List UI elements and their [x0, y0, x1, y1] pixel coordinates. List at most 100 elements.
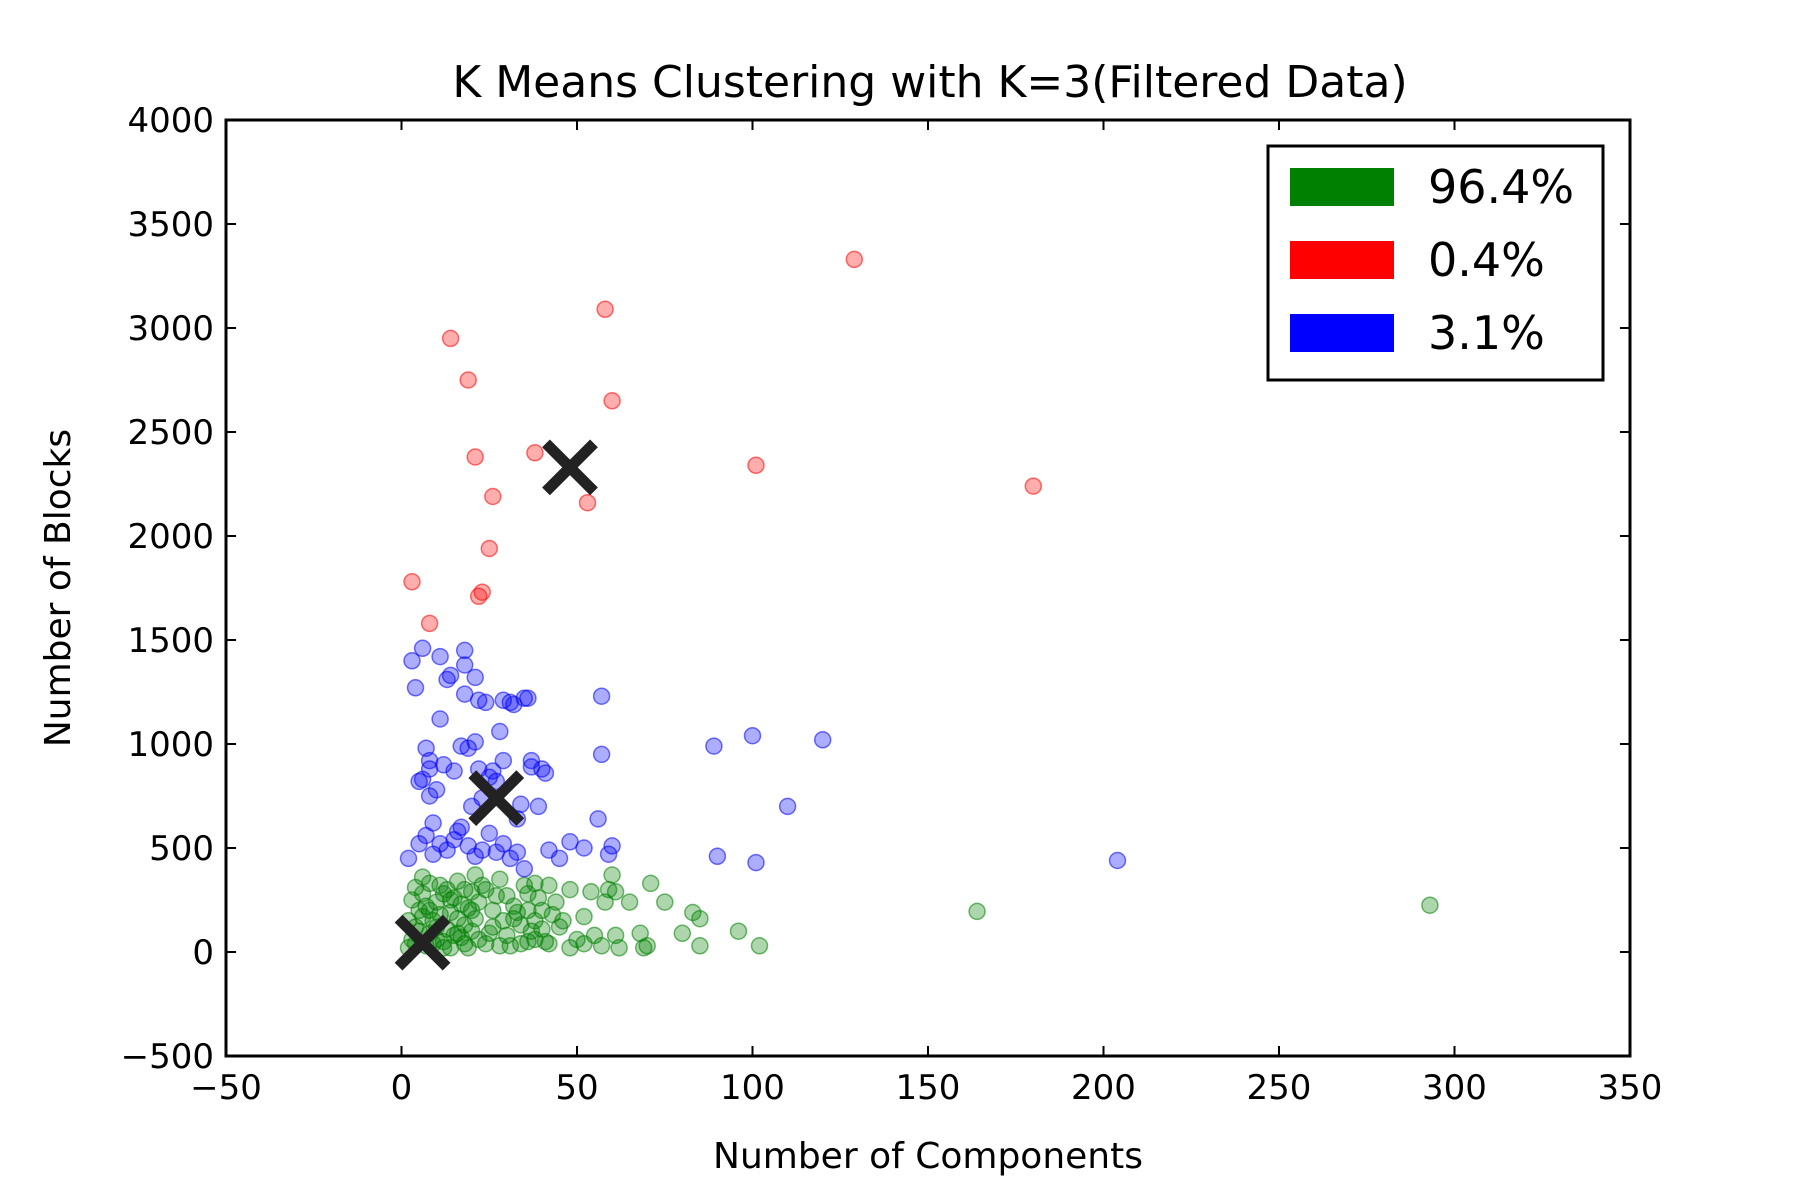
scatter-point-s2-14: [434, 756, 453, 774]
scatter-point-s0-108: [1421, 896, 1439, 914]
scatter-point-s2-16: [441, 666, 460, 685]
legend-label-green: 96.4%: [1428, 160, 1574, 214]
scatter-point-s2-79: [515, 860, 534, 878]
scatter-point-s2-51: [575, 839, 593, 857]
scatter-point-s0-33: [491, 870, 509, 888]
scatter-point-s2-77: [501, 849, 520, 868]
scatter-point-s0-78: [526, 874, 544, 893]
y-tick-label-0: −500: [121, 1037, 214, 1077]
chart-title: K Means Clustering with K=3(Filtered Dat…: [452, 57, 1407, 108]
x-tick-label-1: 0: [391, 1068, 413, 1108]
centroid-marker-0: [394, 914, 451, 971]
y-tick-label-8: 3500: [127, 205, 214, 245]
scatter-point-s2-42: [519, 689, 537, 707]
scatter-point-s0-74: [498, 887, 516, 905]
scatter-point-s2-36: [494, 751, 513, 770]
centroid-markers: [394, 439, 598, 971]
scatter-point-s0-99: [641, 874, 660, 893]
scatter-point-s2-38: [505, 695, 523, 714]
legend-swatch-blue: [1290, 314, 1394, 352]
legend-swatch-red: [1290, 241, 1394, 279]
scatter-point-s2-57: [705, 737, 723, 755]
scatter-point-s1-2: [441, 329, 460, 348]
y-axis-label: Number of Blocks: [38, 429, 79, 747]
scatter-point-s0-71: [476, 880, 495, 899]
scatter-point-s0-80: [540, 934, 558, 953]
scatter-point-s0-66: [441, 891, 460, 909]
scatter-point-s2-49: [550, 849, 569, 868]
centroid-marker-2: [468, 770, 525, 826]
scatter-point-s2-4: [413, 639, 432, 658]
scatter-point-s0-72: [484, 918, 502, 936]
scatter-point-s0-63: [420, 901, 439, 920]
scatter-point-s2-17: [445, 762, 463, 780]
scatter-point-s0-110: [575, 934, 593, 953]
scatter-point-s2-32: [484, 762, 502, 780]
data-points: [399, 250, 1439, 957]
scatter-point-s2-53: [592, 687, 611, 705]
scatter-point-s2-45: [529, 797, 548, 816]
y-tick-label-6: 2500: [127, 413, 214, 453]
y-tick-label-2: 500: [149, 829, 214, 869]
scatter-point-s0-62: [413, 868, 432, 886]
scatter-point-s0-28: [455, 880, 474, 899]
legend-label-red: 0.4%: [1428, 233, 1545, 287]
legend: 96.4% 0.4% 3.1%: [1266, 144, 1605, 382]
scatter-point-s2-60: [747, 853, 765, 872]
scatter-point-s1-8: [484, 487, 502, 506]
scatter-point-s2-33: [487, 772, 506, 791]
legend-label-blue: 3.1%: [1428, 306, 1545, 360]
scatter-point-s2-26: [466, 668, 484, 687]
scatter-point-s0-104: [691, 937, 709, 955]
x-tick-label-6: 250: [1247, 1068, 1312, 1108]
scatter-point-s2-76: [494, 835, 513, 853]
scatter-point-s2-52: [589, 810, 607, 828]
scatter-point-s2-73: [473, 841, 491, 859]
scatter-point-s0-107: [968, 902, 986, 921]
y-tick-label-9: 4000: [127, 101, 214, 141]
scatter-point-s0-94: [606, 926, 625, 945]
scatter-point-s0-105: [729, 922, 748, 940]
scatter-point-s0-83: [561, 880, 579, 899]
scatter-point-s0-81: [547, 893, 565, 911]
x-tick-label-5: 200: [1071, 1068, 1136, 1108]
x-tick-label-0: −50: [190, 1068, 262, 1108]
scatter-point-s1-11: [596, 300, 614, 319]
y-tick-label-5: 2000: [127, 517, 214, 557]
scatter-point-s0-56: [522, 922, 541, 940]
scatter-point-s1-1: [420, 614, 439, 633]
scatter-point-s0-27: [448, 909, 467, 928]
scatter-point-s0-85: [575, 907, 593, 926]
scatter-point-s2-2: [406, 679, 425, 697]
scatter-point-s1-4: [466, 448, 484, 466]
scatter-point-s2-30: [476, 693, 495, 712]
scatter-point-s0-86: [582, 882, 600, 901]
scatter-point-s2-34: [491, 722, 509, 741]
scatter-point-s0-100: [656, 893, 674, 911]
x-tick-label-3: 100: [720, 1068, 785, 1108]
scatter-point-s1-0: [403, 573, 421, 591]
scatter-point-s2-11: [427, 781, 446, 799]
scatter-point-s1-13: [747, 456, 765, 475]
scatter-point-s0-23: [420, 874, 439, 893]
scatter-point-s1-3: [459, 371, 477, 389]
scatter-point-s0-103: [691, 909, 709, 928]
scatter-point-s0-46: [452, 895, 470, 913]
scatter-point-s0-73: [491, 937, 509, 955]
scatter-point-s0-44: [438, 880, 456, 899]
scatter-point-s2-25: [466, 733, 484, 751]
x-tick-label-4: 150: [896, 1068, 961, 1108]
scatter-point-s0-112: [540, 876, 558, 895]
scatter-point-s0-95: [620, 893, 639, 911]
y-tick-label-4: 1500: [127, 621, 214, 661]
scatter-point-s1-15: [1024, 477, 1043, 495]
scatter-point-s2-62: [813, 731, 832, 749]
scatter-point-s2-54: [592, 745, 611, 764]
scatter-point-s2-63: [1108, 851, 1127, 870]
x-tick-label-8: 350: [1598, 1068, 1663, 1108]
x-tick-label-7: 300: [1422, 1068, 1487, 1108]
x-tick-label-2: 50: [555, 1068, 598, 1108]
scatter-point-s2-9: [420, 787, 439, 805]
scatter-point-s1-10: [578, 493, 597, 512]
